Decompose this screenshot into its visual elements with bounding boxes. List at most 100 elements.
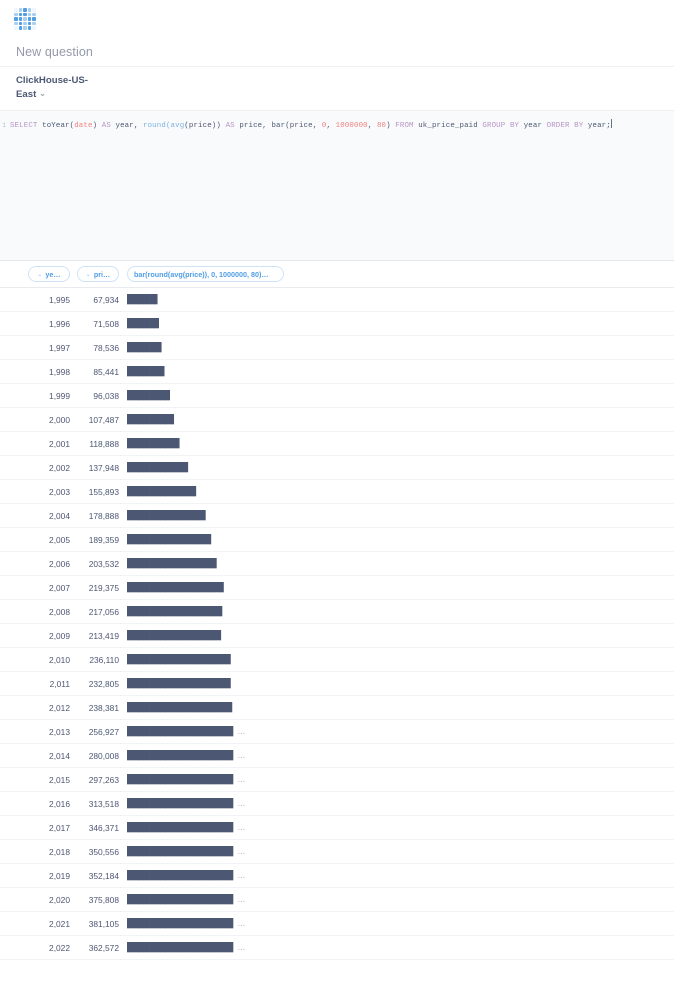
- cell-year[interactable]: 2,005: [49, 534, 70, 545]
- cell-bar[interactable]: ██████▎: [127, 342, 289, 353]
- table-row[interactable]: 2,011 232,805 ██████████████████▊: [0, 672, 674, 696]
- table-row[interactable]: 1,998 85,441 ██████▊: [0, 360, 674, 384]
- cell-year[interactable]: 2,011: [49, 678, 70, 689]
- cell-year[interactable]: 2,014: [49, 750, 70, 761]
- table-row[interactable]: 2,014 280,008 ███████████████████▎…: [0, 744, 674, 768]
- cell-year[interactable]: 2,001: [49, 438, 70, 449]
- table-row[interactable]: 2,009 213,419 █████████████████: [0, 624, 674, 648]
- cell-price[interactable]: 232,805: [88, 678, 119, 689]
- cell-bar[interactable]: ██████▊: [127, 366, 289, 377]
- metabase-logo-icon[interactable]: [14, 8, 36, 30]
- table-row[interactable]: 2,000 107,487 ████████▌: [0, 408, 674, 432]
- cell-bar[interactable]: ███████████████████▎…: [127, 894, 289, 905]
- table-row[interactable]: 1,997 78,536 ██████▎: [0, 336, 674, 360]
- cell-price[interactable]: 352,184: [88, 870, 119, 881]
- cell-price[interactable]: 217,056: [88, 606, 119, 617]
- cell-price[interactable]: 203,532: [88, 558, 119, 569]
- cell-price[interactable]: 155,893: [88, 486, 119, 497]
- cell-price[interactable]: 107,487: [88, 414, 119, 425]
- cell-price[interactable]: 67,934: [93, 294, 119, 305]
- cell-bar[interactable]: █████▌: [127, 294, 289, 305]
- table-row[interactable]: 2,015 297,263 ███████████████████▎…: [0, 768, 674, 792]
- cell-price[interactable]: 189,359: [88, 534, 119, 545]
- table-row[interactable]: 2,018 350,556 ███████████████████▎…: [0, 840, 674, 864]
- cell-bar[interactable]: ██████████████▎: [127, 510, 289, 521]
- database-selector[interactable]: ClickHouse-US-East ⌄: [16, 74, 88, 101]
- cell-price[interactable]: 137,948: [88, 462, 119, 473]
- table-row[interactable]: 2,013 256,927 ███████████████████▎…: [0, 720, 674, 744]
- cell-bar[interactable]: █████████▌: [127, 438, 289, 449]
- cell-bar[interactable]: ███████████████████▎…: [127, 750, 289, 761]
- cell-year[interactable]: 2,002: [49, 462, 70, 473]
- cell-price[interactable]: 297,263: [88, 774, 119, 785]
- cell-bar[interactable]: ███████████████████▎…: [127, 822, 289, 833]
- table-row[interactable]: 2,005 189,359 ███████████████▎: [0, 528, 674, 552]
- table-row[interactable]: 2,008 217,056 █████████████████▎: [0, 600, 674, 624]
- cell-year[interactable]: 2,004: [49, 510, 70, 521]
- cell-year[interactable]: 1,995: [49, 294, 70, 305]
- cell-bar[interactable]: ███████████████▎: [127, 534, 289, 545]
- sql-editor[interactable]: 1 SELECT toYear(date) AS year, round(avg…: [0, 110, 674, 260]
- cell-price[interactable]: 256,927: [88, 726, 119, 737]
- cell-year[interactable]: 2,009: [49, 630, 70, 641]
- cell-bar[interactable]: █████████████████: [127, 630, 289, 641]
- cell-year[interactable]: 2,016: [49, 798, 70, 809]
- cell-bar[interactable]: ██████████████████▊: [127, 678, 289, 689]
- table-row[interactable]: 2,022 362,572 ███████████████████▎…: [0, 936, 674, 960]
- cell-price[interactable]: 362,572: [88, 942, 119, 953]
- table-row[interactable]: 2,003 155,893 ████████████▌: [0, 480, 674, 504]
- cell-bar[interactable]: █████████████████▎: [127, 606, 289, 617]
- cell-year[interactable]: 2,015: [49, 774, 70, 785]
- cell-year[interactable]: 2,008: [49, 606, 70, 617]
- cell-year[interactable]: 2,010: [49, 654, 70, 665]
- cell-bar[interactable]: ████████████████▎: [127, 558, 289, 569]
- cell-bar[interactable]: ███████████████████▎…: [127, 942, 289, 953]
- cell-bar[interactable]: ████████▌: [127, 414, 289, 425]
- cell-price[interactable]: 219,375: [88, 582, 119, 593]
- cell-price[interactable]: 213,419: [88, 630, 119, 641]
- table-row[interactable]: 2,001 118,888 █████████▌: [0, 432, 674, 456]
- cell-bar[interactable]: ███████████: [127, 462, 289, 473]
- cell-bar[interactable]: ███████████████████▎…: [127, 798, 289, 809]
- cell-bar[interactable]: ███████████████████▎…: [127, 726, 289, 737]
- cell-price[interactable]: 375,808: [88, 894, 119, 905]
- cell-price[interactable]: 78,536: [93, 342, 119, 353]
- table-row[interactable]: 2,012 238,381 ███████████████████: [0, 696, 674, 720]
- cell-bar[interactable]: ████████████▌: [127, 486, 289, 497]
- cell-year[interactable]: 1,997: [49, 342, 70, 353]
- cell-bar[interactable]: ██████████████████▊: [127, 654, 289, 665]
- question-title[interactable]: New question: [16, 45, 93, 59]
- cell-price[interactable]: 85,441: [93, 366, 119, 377]
- cell-year[interactable]: 2,013: [49, 726, 70, 737]
- cell-price[interactable]: 118,888: [89, 438, 119, 449]
- cell-price[interactable]: 381,105: [88, 918, 119, 929]
- cell-year[interactable]: 2,022: [49, 942, 70, 953]
- cell-price[interactable]: 178,888: [88, 510, 119, 521]
- table-row[interactable]: 1,999 96,038 ███████▊: [0, 384, 674, 408]
- table-row[interactable]: 2,017 346,371 ███████████████████▎…: [0, 816, 674, 840]
- cell-price[interactable]: 313,518: [88, 798, 119, 809]
- cell-year[interactable]: 2,012: [49, 702, 70, 713]
- cell-year[interactable]: 2,021: [49, 918, 70, 929]
- cell-bar[interactable]: ███████████████████▎…: [127, 774, 289, 785]
- cell-price[interactable]: 96,038: [93, 390, 119, 401]
- cell-bar[interactable]: ███████████████████: [127, 702, 289, 713]
- cell-bar[interactable]: ███████████████████▎…: [127, 870, 289, 881]
- cell-year[interactable]: 1,999: [49, 390, 70, 401]
- cell-year[interactable]: 1,998: [49, 366, 70, 377]
- cell-price[interactable]: 346,371: [88, 822, 119, 833]
- sql-query-text[interactable]: SELECT toYear(date) AS year, round(avg(p…: [10, 119, 612, 132]
- table-row[interactable]: 1,996 71,508 █████▊: [0, 312, 674, 336]
- cell-year[interactable]: 2,018: [49, 846, 70, 857]
- cell-price[interactable]: 71,508: [93, 318, 119, 329]
- cell-year[interactable]: 2,017: [49, 822, 70, 833]
- table-row[interactable]: 2,006 203,532 ████████████████▎: [0, 552, 674, 576]
- cell-year[interactable]: 1,996: [49, 318, 70, 329]
- table-row[interactable]: 2,007 219,375 █████████████████▌: [0, 576, 674, 600]
- column-header-bar[interactable]: bar(round(avg(price)), 0, 1000000, 80)…: [127, 266, 284, 282]
- table-row[interactable]: 2,021 381,105 ███████████████████▎…: [0, 912, 674, 936]
- cell-year[interactable]: 2,000: [49, 414, 70, 425]
- cell-price[interactable]: 280,008: [88, 750, 119, 761]
- cell-bar[interactable]: █████████████████▌: [127, 582, 289, 593]
- table-row[interactable]: 2,019 352,184 ███████████████████▎…: [0, 864, 674, 888]
